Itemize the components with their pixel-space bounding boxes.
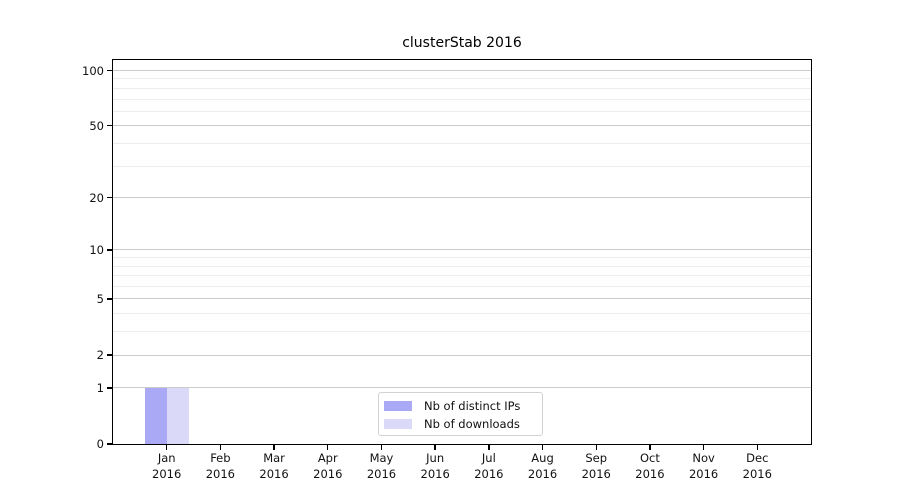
gridline-y-80 — [113, 87, 811, 89]
x-tick-year-mar: 2016 — [259, 466, 289, 481]
gridline-y-4 — [113, 313, 811, 315]
bar-nb-of-distinct-ips-jan — [144, 387, 167, 444]
y-tick-label-0: 0 — [96, 437, 104, 451]
x-tick-sep — [595, 444, 597, 450]
x-tick-year-dec: 2016 — [742, 466, 772, 481]
y-tick-label-50: 50 — [89, 118, 104, 133]
y-tick-0 — [106, 443, 113, 445]
x-tick-nov — [702, 444, 705, 450]
x-tick-label-oct: Oct 2016 — [620, 451, 680, 482]
x-tick-month-aug: Aug — [531, 451, 554, 465]
x-tick-year-jan: 2016 — [152, 466, 182, 481]
chart-title: clusterStab 2016 — [402, 35, 522, 51]
gridline-y-30 — [113, 165, 811, 167]
x-tick-label-mar: Mar 2016 — [244, 451, 304, 482]
y-tick-label-5: 5 — [96, 291, 104, 306]
x-tick-jan — [165, 444, 168, 450]
x-tick-year-jul: 2016 — [474, 466, 504, 481]
gridline-y-2 — [113, 354, 811, 356]
gridline-y-7 — [113, 275, 811, 277]
x-tick-dec — [756, 444, 758, 450]
x-tick-month-sep: Sep — [585, 451, 608, 465]
y-tick-10 — [106, 249, 113, 251]
x-tick-label-jan: Jan 2016 — [137, 451, 197, 482]
legend: Nb of distinct IPs Nb of downloads — [378, 392, 543, 436]
y-tick-1 — [106, 387, 113, 389]
gridline-y-20 — [113, 197, 811, 199]
x-tick-label-aug: Aug 2016 — [513, 451, 573, 482]
x-tick-year-feb: 2016 — [205, 466, 236, 481]
gridline-y-40 — [113, 142, 811, 144]
x-tick-feb — [219, 444, 222, 450]
x-tick-year-oct: 2016 — [635, 466, 665, 481]
x-tick-year-aug: 2016 — [527, 466, 558, 481]
legend-label-distinct-ips: Nb of distinct IPs — [424, 399, 521, 413]
x-tick-month-dec: Dec — [746, 451, 769, 465]
x-tick-month-jun: Jun — [426, 451, 445, 465]
x-tick-year-apr: 2016 — [313, 466, 343, 481]
y-tick-label-10: 10 — [89, 242, 104, 257]
x-tick-month-may: May — [369, 451, 394, 465]
gridline-y-3 — [113, 331, 811, 333]
y-tick-100 — [106, 69, 113, 72]
x-tick-label-feb: Feb 2016 — [190, 451, 250, 482]
x-tick-year-nov: 2016 — [688, 466, 719, 481]
gridline-y-9 — [113, 257, 811, 259]
gridline-y-5 — [113, 298, 811, 300]
bar-nb-of-downloads-jan — [166, 387, 189, 444]
plot-area — [113, 60, 811, 444]
x-tick-apr — [327, 444, 329, 450]
legend-item-downloads: Nb of downloads — [379, 415, 542, 433]
gridline-y-50 — [113, 125, 811, 127]
x-tick-month-jan: Jan — [157, 451, 176, 465]
y-tick-label-1: 1 — [96, 380, 104, 395]
x-tick-month-nov: Nov — [692, 451, 715, 465]
x-tick-month-apr: Apr — [317, 451, 338, 465]
x-tick-mar — [273, 444, 275, 450]
x-tick-month-mar: Mar — [263, 451, 285, 465]
x-tick-may — [380, 444, 383, 450]
gridline-y-70 — [113, 98, 811, 100]
y-tick-2 — [106, 354, 113, 356]
x-tick-month-oct: Oct — [639, 451, 660, 465]
x-tick-label-jul: Jul 2016 — [459, 451, 519, 482]
x-tick-month-feb: Feb — [210, 451, 231, 465]
gridline-y-90 — [113, 78, 811, 80]
x-tick-label-sep: Sep 2016 — [566, 451, 626, 482]
y-tick-5 — [106, 298, 113, 300]
gridline-y-6 — [113, 286, 811, 288]
x-tick-label-may: May 2016 — [351, 451, 411, 482]
x-tick-label-nov: Nov 2016 — [674, 451, 734, 482]
y-tick-20 — [106, 196, 113, 199]
gridline-y-1 — [113, 387, 811, 389]
x-tick-label-apr: Apr 2016 — [298, 451, 358, 482]
legend-swatch-downloads — [384, 419, 412, 429]
x-tick-month-jul: Jul — [481, 451, 496, 465]
x-tick-aug — [541, 444, 544, 450]
legend-item-distinct-ips: Nb of distinct IPs — [379, 397, 542, 415]
gridline-y-8 — [113, 265, 811, 267]
x-tick-jul — [488, 444, 490, 450]
legend-label-downloads: Nb of downloads — [424, 417, 520, 431]
y-tick-label-100: 100 — [82, 63, 104, 78]
legend-swatch-distinct-ips — [384, 401, 412, 411]
y-tick-50 — [106, 125, 113, 127]
x-tick-label-dec: Dec 2016 — [727, 451, 787, 482]
x-tick-jun — [434, 444, 436, 450]
gridline-y-10 — [113, 249, 811, 251]
x-tick-oct — [649, 444, 651, 450]
x-tick-year-jun: 2016 — [420, 466, 450, 481]
gridline-y-60 — [113, 110, 811, 112]
y-tick-label-2: 2 — [96, 348, 104, 363]
x-tick-year-sep: 2016 — [581, 466, 611, 481]
x-tick-year-may: 2016 — [366, 466, 397, 481]
y-tick-label-20: 20 — [89, 190, 104, 205]
gridline-y-100 — [113, 70, 811, 71]
x-tick-label-jun: Jun 2016 — [405, 451, 465, 482]
